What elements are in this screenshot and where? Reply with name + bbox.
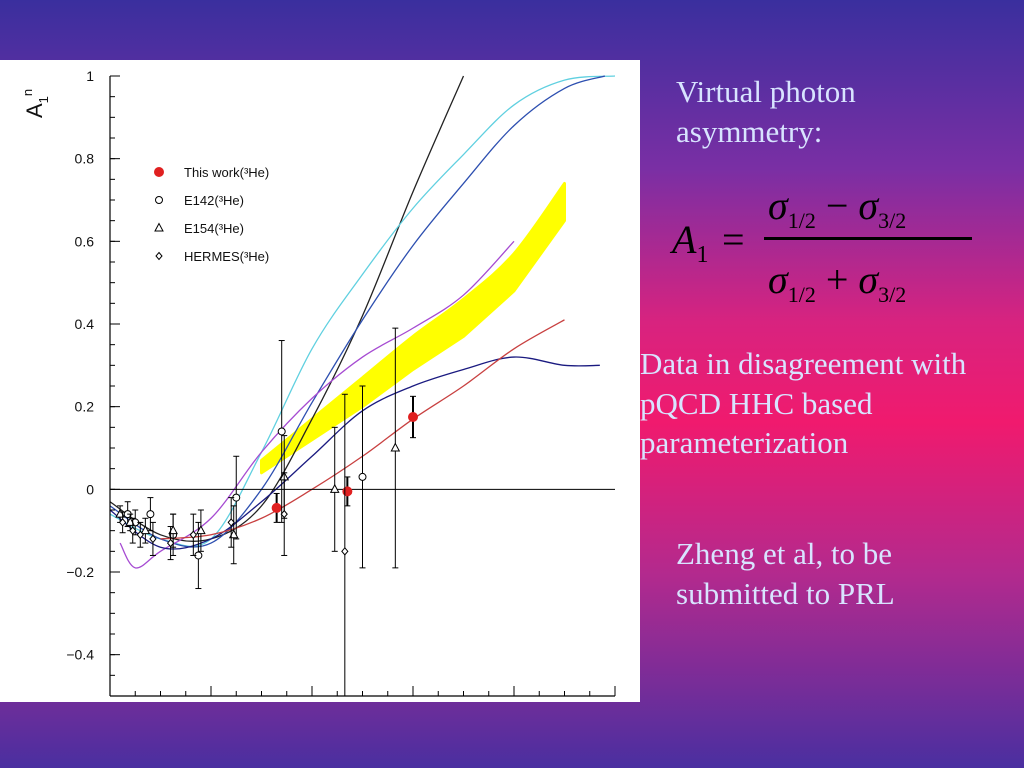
data-point-series-3: [129, 526, 137, 535]
data-point-series-3: [166, 538, 175, 548]
data-point-series-3: [227, 518, 235, 527]
data-point-series-2: [115, 508, 125, 518]
asymmetry-chart: −0.4−0.200.20.40.60.8100.20.40.60.81xA1n…: [20, 68, 616, 697]
y-tick-label: −0.2: [66, 564, 94, 580]
legend-label: This work(³He): [184, 165, 269, 180]
y-tick-label: 0.2: [75, 399, 95, 415]
y-tick-label: 0.4: [75, 316, 95, 332]
data-point-series-2: [140, 525, 151, 535]
data-point-series-1: [277, 427, 286, 436]
legend-label: E154(³He): [184, 221, 244, 236]
y-tick-label: −0.4: [66, 647, 94, 663]
model-curve-0: [109, 75, 465, 543]
data-point-series-2: [329, 483, 340, 493]
legend-marker: [155, 196, 163, 204]
model-curve-2: [109, 75, 606, 548]
plot-panel: −0.4−0.200.20.40.60.8100.20.40.60.81xA1n…: [0, 60, 640, 702]
legend-marker: [154, 222, 164, 232]
disagreement-note: Data in disagreement with pQCD HHC based…: [640, 346, 967, 461]
data-point-series-0: [342, 486, 353, 497]
data-point-series-2: [125, 516, 136, 526]
data-point-series-3: [136, 530, 144, 540]
formula-lhs: A1: [672, 217, 709, 268]
legend-label: E142(³He): [184, 193, 244, 208]
legend-marker: [155, 251, 163, 261]
data-point-series-2: [196, 525, 206, 535]
y-tick-label: 0.8: [75, 151, 95, 167]
data-point-series-3: [189, 530, 197, 540]
y-tick-label: 0.6: [75, 233, 95, 249]
data-point-series-2: [390, 442, 401, 452]
y-axis-label: A1n: [20, 89, 51, 118]
legend-label: HERMES(³He): [184, 249, 269, 264]
y-tick-label: 1: [86, 68, 94, 84]
legend-marker: [154, 167, 164, 177]
data-point-series-3: [280, 509, 288, 519]
uncertainty-band: [260, 181, 566, 475]
data-point-series-3: [149, 534, 157, 544]
asymmetry-formula: A1 = σ1/2 − σ3/2 σ1/2 + σ3/2: [668, 182, 998, 312]
y-tick-label: 0: [86, 481, 94, 497]
data-point-series-2: [168, 525, 178, 535]
data-point-series-1: [358, 472, 367, 481]
fraction-bar: [764, 237, 972, 240]
formula-denominator: σ1/2 + σ3/2: [768, 257, 907, 307]
data-point-series-3: [118, 518, 127, 527]
formula-equals: =: [722, 217, 745, 262]
data-point-series-1: [146, 510, 155, 519]
model-curve-3: [119, 240, 515, 569]
reference-note: Zheng et al, to be submitted to PRL: [676, 536, 895, 611]
formula-numerator: σ1/2 − σ3/2: [768, 183, 907, 233]
data-point-series-0: [408, 412, 418, 422]
data-point-series-2: [228, 529, 239, 539]
data-point-series-0: [271, 502, 282, 513]
data-point-series-3: [341, 547, 349, 556]
slide-title: Virtual photon asymmetry:: [676, 74, 856, 149]
